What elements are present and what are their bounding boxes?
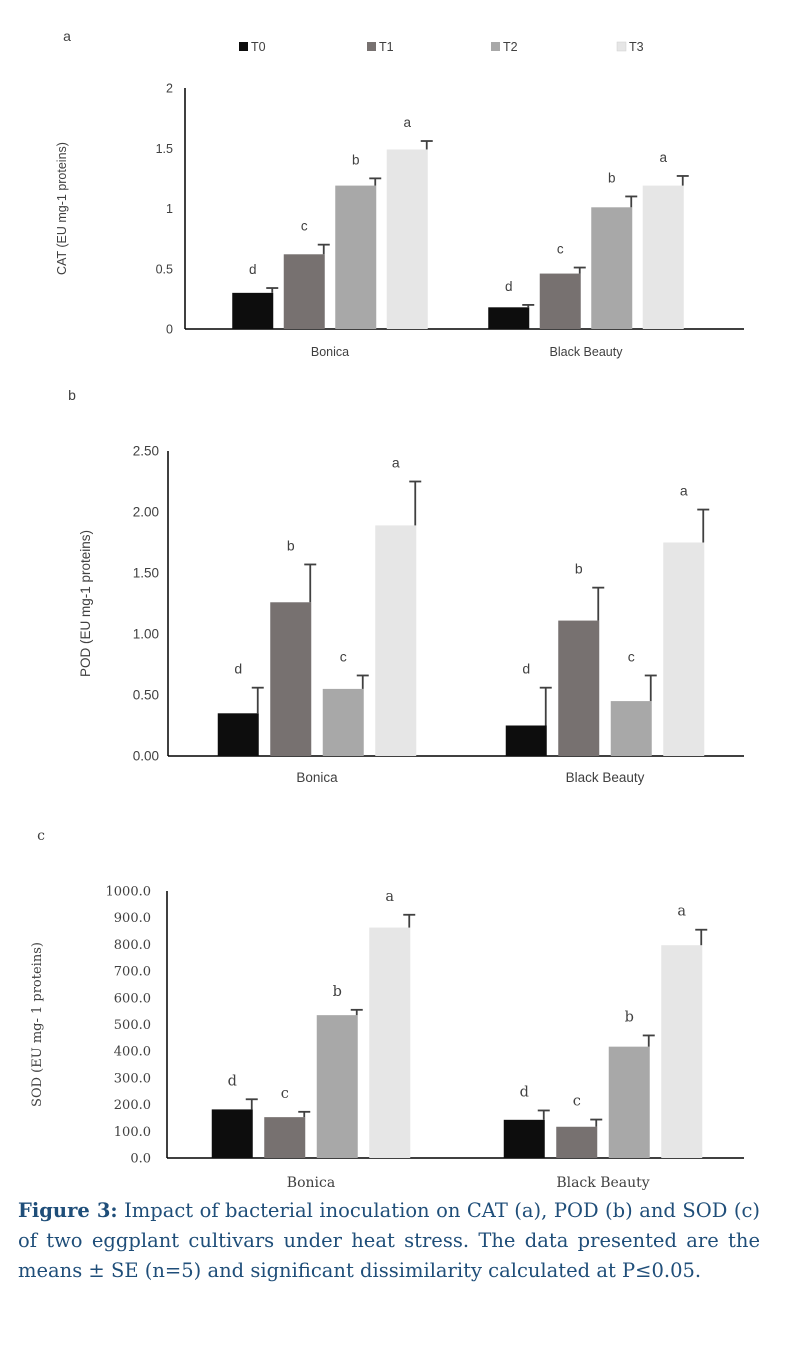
panel-b-significance-letter: b — [287, 537, 295, 553]
panel-a-bar-t0 — [488, 307, 530, 329]
panel-b-significance-letter: a — [680, 483, 688, 499]
panel-b-y-tick-label: 0.50 — [133, 688, 159, 703]
panel-c-significance-letter: c — [573, 1094, 581, 1110]
panel-a-bar-t2 — [591, 207, 633, 329]
panel-c-y-axis-label: SOD (EU mg- 1 proteins) — [30, 942, 45, 1107]
legend-swatch-t3 — [616, 41, 627, 52]
panel-c-y-tick-label: 0.0 — [130, 1152, 151, 1167]
panel-c-bar-t2 — [316, 1015, 358, 1158]
panel-b-panel-label: b — [68, 387, 76, 403]
panel-a-bar-t2 — [335, 185, 377, 329]
panel-c-bar-t2 — [608, 1046, 650, 1158]
panel-b-bar-t2 — [322, 688, 364, 756]
panel-b-significance-letter: c — [628, 648, 635, 664]
panel-a-bar-t1 — [283, 254, 325, 329]
panel-c-y-tick-label: 600.0 — [114, 991, 151, 1006]
panel-c-y-tick-label: 500.0 — [114, 1018, 151, 1033]
panel-b-bar-t3 — [663, 542, 705, 756]
legend-label-t1: T1 — [379, 40, 394, 54]
panel-a-bar-t0 — [232, 292, 274, 329]
panel-c-bar-t1 — [556, 1126, 598, 1158]
panel-c-category-label: Black Beauty — [556, 1175, 649, 1191]
panel-b-bar-t0 — [505, 725, 547, 756]
legend-swatch-t0 — [239, 42, 248, 51]
panel-c-y-tick-label: 100.0 — [114, 1125, 151, 1140]
legend-label-t3: T3 — [629, 40, 644, 54]
panel-b-significance-letter: a — [392, 455, 400, 471]
panel-b-bar-t1 — [270, 602, 312, 756]
panel-b-y-axis-label: POD (EU mg-1 proteins) — [78, 530, 93, 677]
panel-c-bar-t3 — [661, 945, 703, 1158]
panel-a-significance-letter: b — [352, 152, 360, 167]
panel-a-y-tick-label: 1 — [166, 202, 173, 216]
panel-c-y-tick-label: 300.0 — [114, 1071, 151, 1086]
panel-c-significance-letter: a — [677, 904, 686, 920]
panel-a-y-tick-label: 0.5 — [156, 262, 173, 276]
panel-c-y-tick-label: 700.0 — [114, 965, 151, 980]
panel-a-significance-letter: c — [301, 219, 308, 234]
panel-b-y-tick-label: 2.50 — [133, 444, 159, 459]
panel-a-category-label: Black Beauty — [550, 345, 624, 359]
panel-c-significance-letter: d — [520, 1084, 529, 1100]
panel-b-y-tick-label: 1.50 — [133, 566, 159, 581]
panel-c-bar-t0 — [211, 1109, 253, 1158]
panel-a-y-tick-label: 0 — [166, 323, 173, 337]
legend-swatch-t1 — [367, 42, 376, 51]
panel-c-y-tick-label: 1000.0 — [106, 885, 152, 900]
panel-a-significance-letter: a — [659, 150, 667, 165]
panel-a-y-tick-label: 2 — [166, 82, 173, 96]
panel-a-y-tick-label: 1.5 — [156, 142, 173, 156]
caption-text: Impact of bacterial inoculation on CAT (… — [18, 1199, 760, 1282]
panel-a-bar-t1 — [539, 273, 581, 329]
panel-b-bar-t2 — [610, 701, 652, 756]
panel-b-significance-letter: d — [522, 661, 530, 677]
panel-a-bar-t3 — [386, 149, 428, 329]
panel-b-bar-t0 — [217, 713, 259, 756]
panel-a-bar-t3 — [642, 185, 684, 329]
panel-c-significance-letter: d — [228, 1073, 237, 1089]
panel-b-significance-letter: c — [340, 648, 347, 664]
panel-a-category-label: Bonica — [311, 345, 349, 359]
panel-b-significance-letter: b — [575, 561, 583, 577]
figure-caption: Figure 3: Impact of bacterial inoculatio… — [18, 1196, 760, 1286]
panel-a-significance-letter: b — [608, 170, 616, 185]
panel-a-panel-label: a — [63, 28, 71, 44]
panel-c-bar-t3 — [369, 927, 411, 1158]
panel-c-y-tick-label: 800.0 — [114, 938, 151, 953]
panel-c-significance-letter: a — [385, 889, 394, 905]
panel-b-significance-letter: d — [234, 661, 242, 677]
panel-c-significance-letter: b — [333, 984, 342, 1000]
panel-b-bar-t1 — [558, 620, 600, 756]
panel-c-panel-label: c — [37, 828, 45, 844]
panel-c-y-tick-label: 200.0 — [114, 1098, 151, 1113]
panel-c-significance-letter: b — [625, 1009, 634, 1025]
panel-b-category-label: Black Beauty — [566, 770, 645, 785]
caption-label: Figure 3: — [18, 1199, 118, 1222]
panel-b-y-tick-label: 1.00 — [133, 627, 159, 642]
panel-b-y-tick-label: 2.00 — [133, 505, 159, 520]
legend-label-t2: T2 — [503, 40, 518, 54]
legend-swatch-t2 — [491, 42, 500, 51]
panel-c-bar-t0 — [503, 1119, 545, 1158]
panel-c-category-label: Bonica — [287, 1175, 335, 1191]
panel-b-category-label: Bonica — [296, 770, 338, 785]
panel-c-significance-letter: c — [281, 1086, 289, 1102]
panel-b-y-tick-label: 0.00 — [133, 749, 159, 764]
panel-a-significance-letter: a — [403, 115, 411, 130]
panel-c-bar-t1 — [264, 1117, 306, 1158]
panel-a-significance-letter: d — [505, 279, 513, 294]
panel-a-y-axis-label: CAT (EU mg-1 proteins) — [55, 142, 69, 275]
panel-a-significance-letter: d — [249, 262, 257, 277]
panel-a-significance-letter: c — [557, 242, 564, 257]
panel-b-bar-t3 — [375, 525, 417, 756]
panel-c-y-tick-label: 900.0 — [114, 911, 151, 926]
legend-label-t0: T0 — [251, 40, 266, 54]
panel-c-y-tick-label: 400.0 — [114, 1045, 151, 1060]
